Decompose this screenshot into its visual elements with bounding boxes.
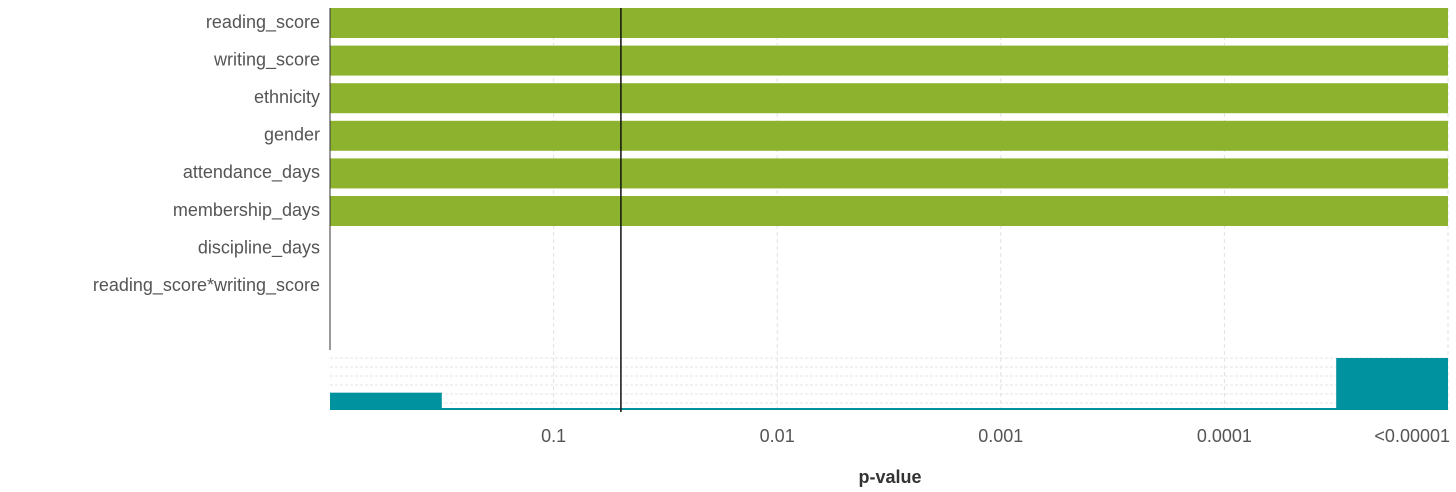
x-tick-label: 0.1 — [541, 426, 566, 446]
bar — [330, 45, 1448, 76]
bar — [330, 83, 1448, 114]
hist-bar — [330, 392, 442, 410]
x-tick-label: <0.00001 — [1374, 426, 1450, 446]
y-tick-label: reading_score*writing_score — [93, 275, 320, 296]
hist-bar — [1336, 358, 1448, 410]
y-tick-label: discipline_days — [198, 237, 320, 258]
bar — [330, 196, 1448, 226]
y-tick-label: reading_score — [206, 12, 320, 33]
x-tick-label: 0.01 — [760, 426, 795, 446]
y-tick-label: writing_score — [213, 49, 320, 70]
y-tick-label: membership_days — [173, 200, 320, 221]
bar — [330, 120, 1448, 151]
bar — [330, 158, 1448, 189]
x-tick-label: 0.0001 — [1197, 426, 1252, 446]
bar — [330, 8, 1448, 38]
y-tick-label: attendance_days — [183, 162, 320, 183]
x-axis-title: p-value — [858, 467, 921, 487]
y-tick-label: ethnicity — [254, 87, 320, 107]
x-tick-label: 0.001 — [978, 426, 1023, 446]
y-tick-label: gender — [264, 125, 320, 145]
